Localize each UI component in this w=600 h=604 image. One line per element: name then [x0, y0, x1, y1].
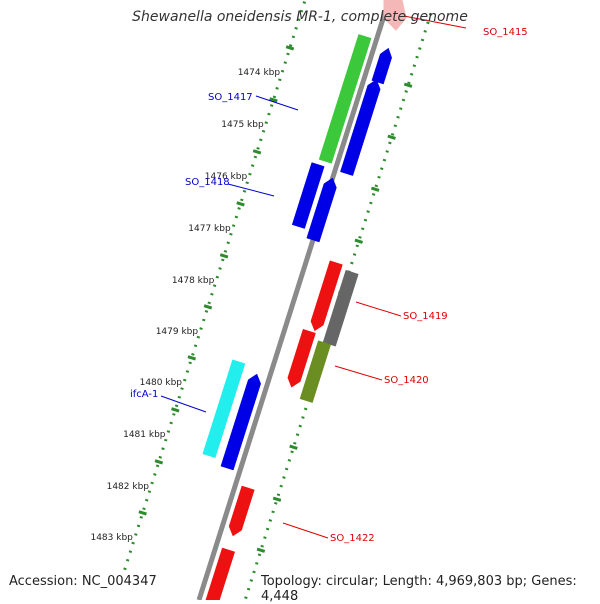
scale-tick-label: 1478 kbp — [172, 276, 215, 286]
gene-label-leader — [160, 395, 207, 413]
scale-tick-mark — [138, 510, 147, 516]
scale-tick-mark-right — [289, 444, 298, 450]
gene-label[interactable]: ifcA-1 — [130, 389, 158, 400]
left-scale-rail — [121, 0, 307, 577]
gene-forward-long[interactable] — [340, 79, 381, 176]
gene-so1418-a[interactable] — [291, 162, 325, 229]
gene-reverse-bottom[interactable] — [205, 547, 236, 600]
scale-tick-mark — [236, 201, 245, 207]
scale-tick-label: 1481 kbp — [123, 430, 166, 440]
gene-so1420[interactable] — [299, 340, 332, 403]
scale-tick-mark-right — [354, 238, 364, 244]
gene-label[interactable]: SO_1418 — [185, 177, 230, 188]
gene-label[interactable]: SO_1417 — [208, 92, 253, 103]
gene-label-leader — [282, 522, 329, 539]
scale-tick-mark-right — [370, 186, 380, 192]
gene-so1419[interactable] — [322, 269, 359, 347]
genome-backbone — [196, 0, 392, 600]
scale-tick-mark — [269, 97, 278, 103]
gene-forward-small[interactable] — [371, 47, 392, 85]
gene-label-leader — [334, 365, 383, 381]
gene-label[interactable]: SO_1415 — [483, 27, 528, 38]
scale-tick-mark — [203, 304, 213, 310]
scale-tick-label: 1475 kbp — [221, 120, 264, 130]
scale-tick-mark-right — [387, 134, 396, 140]
gene-label[interactable]: SO_1422 — [330, 533, 375, 544]
gene-label-leader — [255, 95, 299, 111]
gene-label-leader — [403, 15, 467, 29]
scale-tick-label: 1474 kbp — [238, 68, 281, 78]
scale-tick-mark — [285, 45, 295, 51]
scale-tick-mark — [154, 459, 164, 465]
gene-reverse-2[interactable] — [287, 328, 316, 388]
gene-so1422[interactable] — [228, 485, 255, 537]
gene-reverse-1[interactable] — [310, 260, 343, 332]
scale-tick-label: 1479 kbp — [156, 327, 199, 337]
scale-tick-mark — [187, 355, 197, 361]
gene-so1418-b[interactable] — [306, 177, 337, 243]
gene-so1415[interactable] — [383, 0, 407, 31]
gene-label-leader — [227, 183, 275, 197]
scale-tick-mark — [171, 407, 180, 413]
scale-tick-mark-right — [403, 82, 413, 88]
gene-ifca1-cyan[interactable] — [202, 359, 246, 459]
scale-tick-mark — [219, 253, 229, 259]
scale-tick-label: 1476 kbp — [205, 172, 248, 182]
accession-text: Accession: NC_004347 — [9, 574, 157, 589]
gene-label-leader — [355, 301, 402, 317]
scale-tick-label: 1483 kbp — [90, 533, 133, 543]
scale-tick-label: 1480 kbp — [140, 378, 183, 388]
scale-tick-label: 1482 kbp — [107, 482, 150, 492]
map-title: Shewanella oneidensis MR-1, complete gen… — [132, 9, 468, 25]
scale-tick-mark-right — [272, 496, 282, 502]
scale-tick-mark — [252, 149, 262, 155]
gene-label[interactable]: SO_1419 — [403, 311, 448, 322]
gene-so1417-green[interactable] — [318, 34, 372, 164]
scale-tick-mark-right — [256, 547, 266, 553]
scale-tick-label: 1477 kbp — [188, 224, 231, 234]
gene-ifca1-blue[interactable] — [220, 373, 261, 471]
gene-label[interactable]: SO_1420 — [384, 375, 429, 386]
